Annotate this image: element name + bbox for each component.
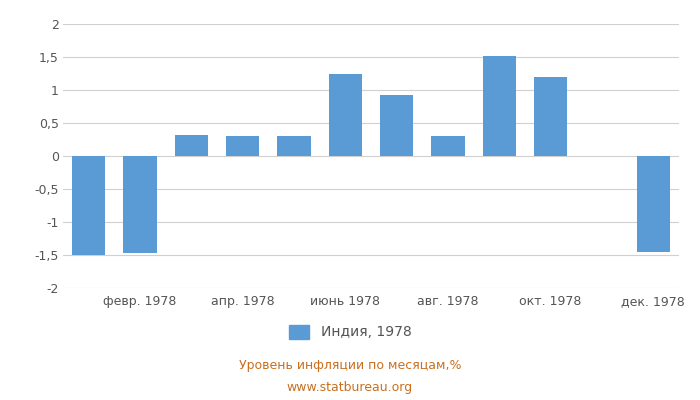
Bar bbox=[380, 95, 413, 156]
Text: Уровень инфляции по месяцам,%: Уровень инфляции по месяцам,% bbox=[239, 360, 461, 372]
Bar bbox=[431, 136, 465, 156]
Bar bbox=[483, 56, 516, 156]
Bar bbox=[329, 74, 362, 156]
Bar bbox=[534, 78, 567, 156]
Bar bbox=[174, 135, 208, 156]
Bar bbox=[226, 136, 259, 156]
Legend: Индия, 1978: Индия, 1978 bbox=[283, 319, 417, 345]
Bar bbox=[277, 136, 311, 156]
Text: www.statbureau.org: www.statbureau.org bbox=[287, 382, 413, 394]
Bar bbox=[72, 156, 105, 255]
Bar bbox=[123, 156, 157, 253]
Bar bbox=[637, 156, 670, 252]
